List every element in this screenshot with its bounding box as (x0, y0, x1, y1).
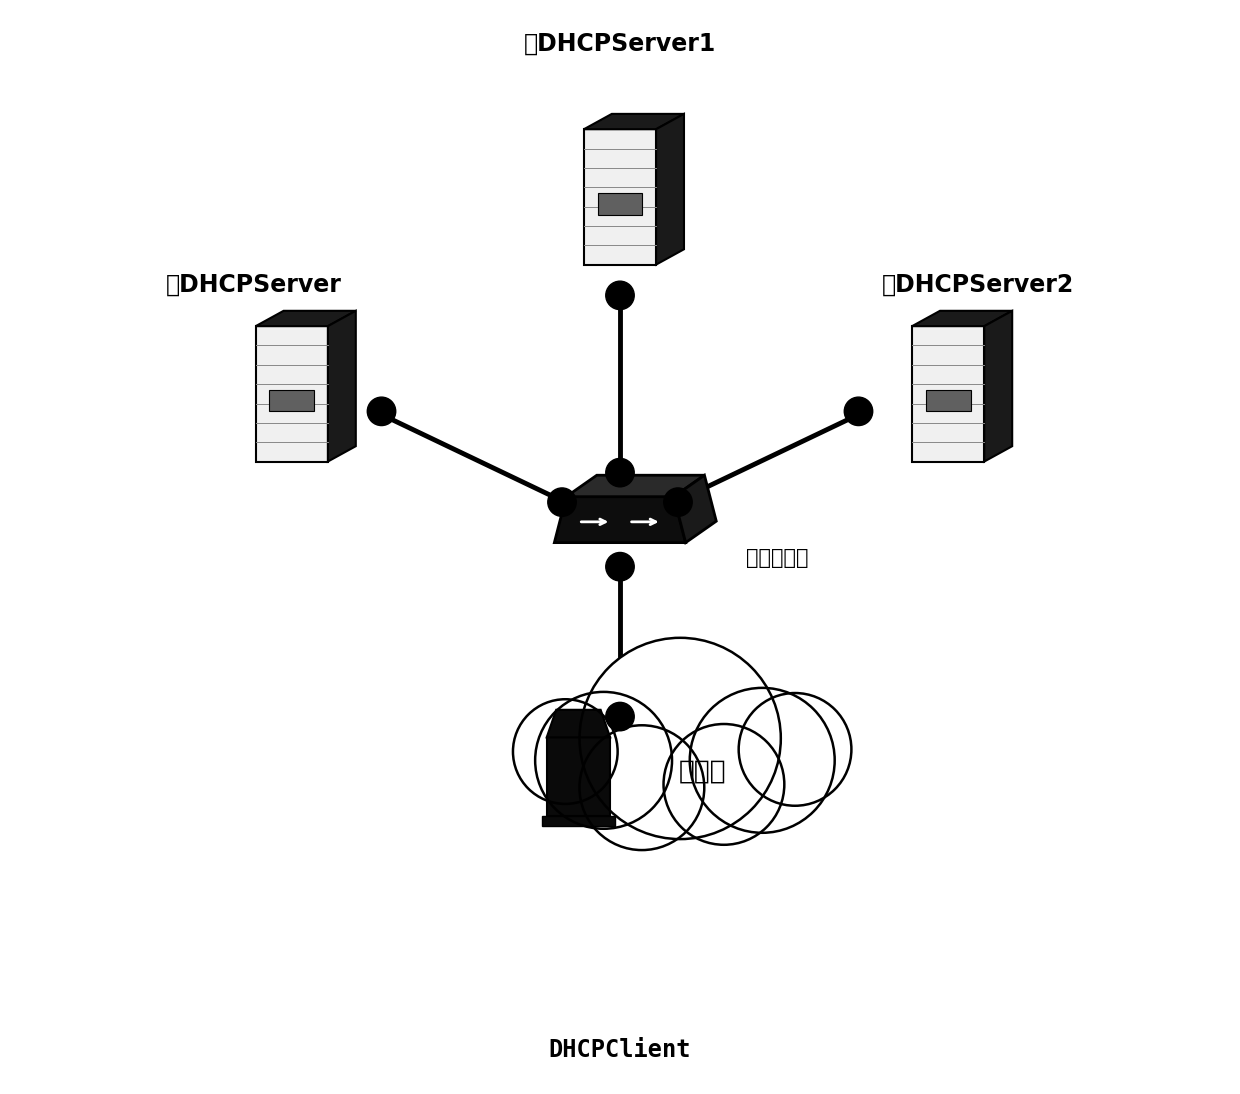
Circle shape (606, 552, 634, 581)
Polygon shape (985, 311, 1012, 462)
Circle shape (548, 488, 577, 516)
Polygon shape (584, 114, 684, 129)
Polygon shape (547, 737, 610, 816)
Polygon shape (656, 114, 684, 265)
Circle shape (663, 488, 692, 516)
Polygon shape (255, 311, 356, 326)
Circle shape (367, 397, 396, 426)
Polygon shape (584, 129, 656, 265)
Circle shape (606, 458, 634, 487)
Circle shape (739, 693, 852, 806)
Polygon shape (673, 475, 717, 543)
Circle shape (579, 638, 781, 839)
Circle shape (844, 397, 873, 426)
Polygon shape (554, 497, 686, 543)
Polygon shape (567, 475, 704, 497)
Text: 主机群: 主机群 (678, 758, 725, 784)
Polygon shape (255, 326, 327, 462)
Circle shape (513, 699, 618, 804)
Polygon shape (926, 389, 971, 411)
Polygon shape (327, 311, 356, 462)
Polygon shape (913, 311, 1012, 326)
Circle shape (663, 724, 785, 845)
Polygon shape (542, 816, 615, 826)
Text: DHCPClient: DHCPClient (549, 1038, 691, 1062)
Polygon shape (547, 710, 610, 737)
Polygon shape (598, 193, 642, 214)
Circle shape (579, 725, 704, 850)
Text: 从DHCPServer2: 从DHCPServer2 (882, 272, 1074, 296)
Text: 二层交换机: 二层交换机 (745, 548, 808, 568)
Text: 从DHCPServer1: 从DHCPServer1 (523, 32, 717, 56)
Polygon shape (913, 326, 985, 462)
Circle shape (536, 691, 672, 829)
Circle shape (689, 688, 835, 833)
Text: 主DHCPServer: 主DHCPServer (166, 272, 342, 296)
Circle shape (606, 702, 634, 731)
Circle shape (606, 281, 634, 310)
Polygon shape (269, 389, 314, 411)
